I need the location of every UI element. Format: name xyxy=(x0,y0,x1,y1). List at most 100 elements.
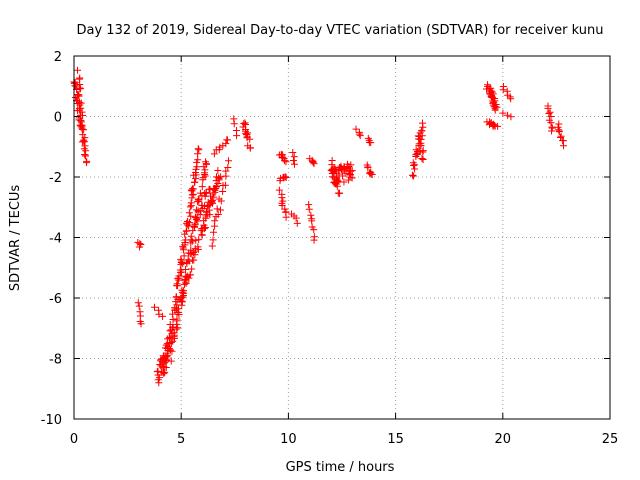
data-points xyxy=(70,66,568,387)
data-point xyxy=(330,168,338,176)
data-point xyxy=(209,236,217,244)
data-point xyxy=(418,154,426,162)
data-point xyxy=(81,151,89,159)
data-point xyxy=(211,186,219,194)
data-point xyxy=(189,227,197,235)
data-point xyxy=(504,111,512,119)
data-point xyxy=(310,160,318,168)
data-point xyxy=(166,346,174,354)
data-point xyxy=(134,299,142,307)
data-point xyxy=(205,206,213,214)
data-point xyxy=(202,189,210,197)
data-point xyxy=(195,146,203,154)
data-point xyxy=(151,303,159,311)
data-point xyxy=(240,120,248,128)
data-point xyxy=(174,282,182,290)
data-point xyxy=(135,243,143,251)
data-point xyxy=(180,287,188,295)
data-point xyxy=(348,174,356,182)
data-point xyxy=(185,274,193,282)
data-point xyxy=(491,121,499,129)
data-point xyxy=(208,242,216,250)
y-tick-label: -2 xyxy=(49,171,62,186)
data-point xyxy=(213,205,221,213)
data-point xyxy=(209,190,217,198)
data-point xyxy=(289,148,297,156)
data-point xyxy=(191,247,199,255)
data-point xyxy=(233,132,241,140)
data-point xyxy=(178,268,186,276)
data-point xyxy=(356,132,364,140)
data-point xyxy=(347,161,355,169)
data-point xyxy=(200,202,208,210)
data-point xyxy=(137,320,145,328)
data-point xyxy=(224,163,232,171)
data-point xyxy=(206,185,214,193)
data-point xyxy=(210,150,218,158)
data-point xyxy=(155,379,163,387)
x-tick-label: 10 xyxy=(280,432,297,447)
y-tick-label: -4 xyxy=(49,232,62,247)
data-point xyxy=(196,211,204,219)
data-point xyxy=(187,239,195,247)
data-point xyxy=(81,152,89,160)
data-point xyxy=(560,142,568,150)
data-point xyxy=(222,167,230,175)
data-point xyxy=(177,255,185,263)
data-point xyxy=(210,193,218,201)
data-point xyxy=(202,212,210,220)
data-point xyxy=(333,174,341,182)
x-tick-label: 15 xyxy=(387,432,404,447)
data-point xyxy=(194,156,202,164)
data-point xyxy=(219,188,227,196)
data-point xyxy=(352,125,360,133)
data-point xyxy=(246,135,254,143)
data-point xyxy=(499,109,507,117)
data-point xyxy=(173,315,181,323)
data-point xyxy=(192,175,200,183)
data-point xyxy=(72,82,80,90)
data-point xyxy=(242,129,250,137)
data-point xyxy=(499,86,507,94)
data-point xyxy=(557,132,565,140)
data-point xyxy=(195,236,203,244)
data-point xyxy=(490,94,498,102)
data-point xyxy=(355,130,363,138)
data-point xyxy=(77,85,85,93)
data-point xyxy=(307,211,315,219)
x-tick-label: 20 xyxy=(495,432,512,447)
data-point xyxy=(169,337,177,345)
data-point xyxy=(222,140,230,148)
data-point xyxy=(82,159,90,167)
data-point xyxy=(178,297,186,305)
data-point xyxy=(484,82,492,90)
data-point xyxy=(412,146,420,154)
data-point xyxy=(168,347,176,355)
data-point xyxy=(305,201,313,209)
data-point xyxy=(78,108,86,116)
data-point xyxy=(289,157,297,165)
data-point xyxy=(546,108,554,116)
data-point xyxy=(555,128,563,136)
data-point xyxy=(215,176,223,184)
data-point xyxy=(213,183,221,191)
data-point xyxy=(187,212,195,220)
data-point xyxy=(186,203,194,211)
y-tick-label: -10 xyxy=(41,413,62,428)
data-point xyxy=(230,120,238,128)
data-point xyxy=(411,161,419,169)
data-point xyxy=(282,213,290,221)
data-point xyxy=(214,211,222,219)
data-point xyxy=(211,217,219,225)
data-point xyxy=(161,358,169,366)
data-point xyxy=(180,252,188,260)
data-point xyxy=(201,172,209,180)
data-point xyxy=(419,155,427,163)
data-point xyxy=(187,199,195,207)
data-point xyxy=(193,214,201,222)
data-point xyxy=(201,192,209,200)
data-point xyxy=(182,279,190,287)
data-point xyxy=(154,367,162,375)
data-point xyxy=(214,180,222,188)
data-point xyxy=(198,183,206,191)
